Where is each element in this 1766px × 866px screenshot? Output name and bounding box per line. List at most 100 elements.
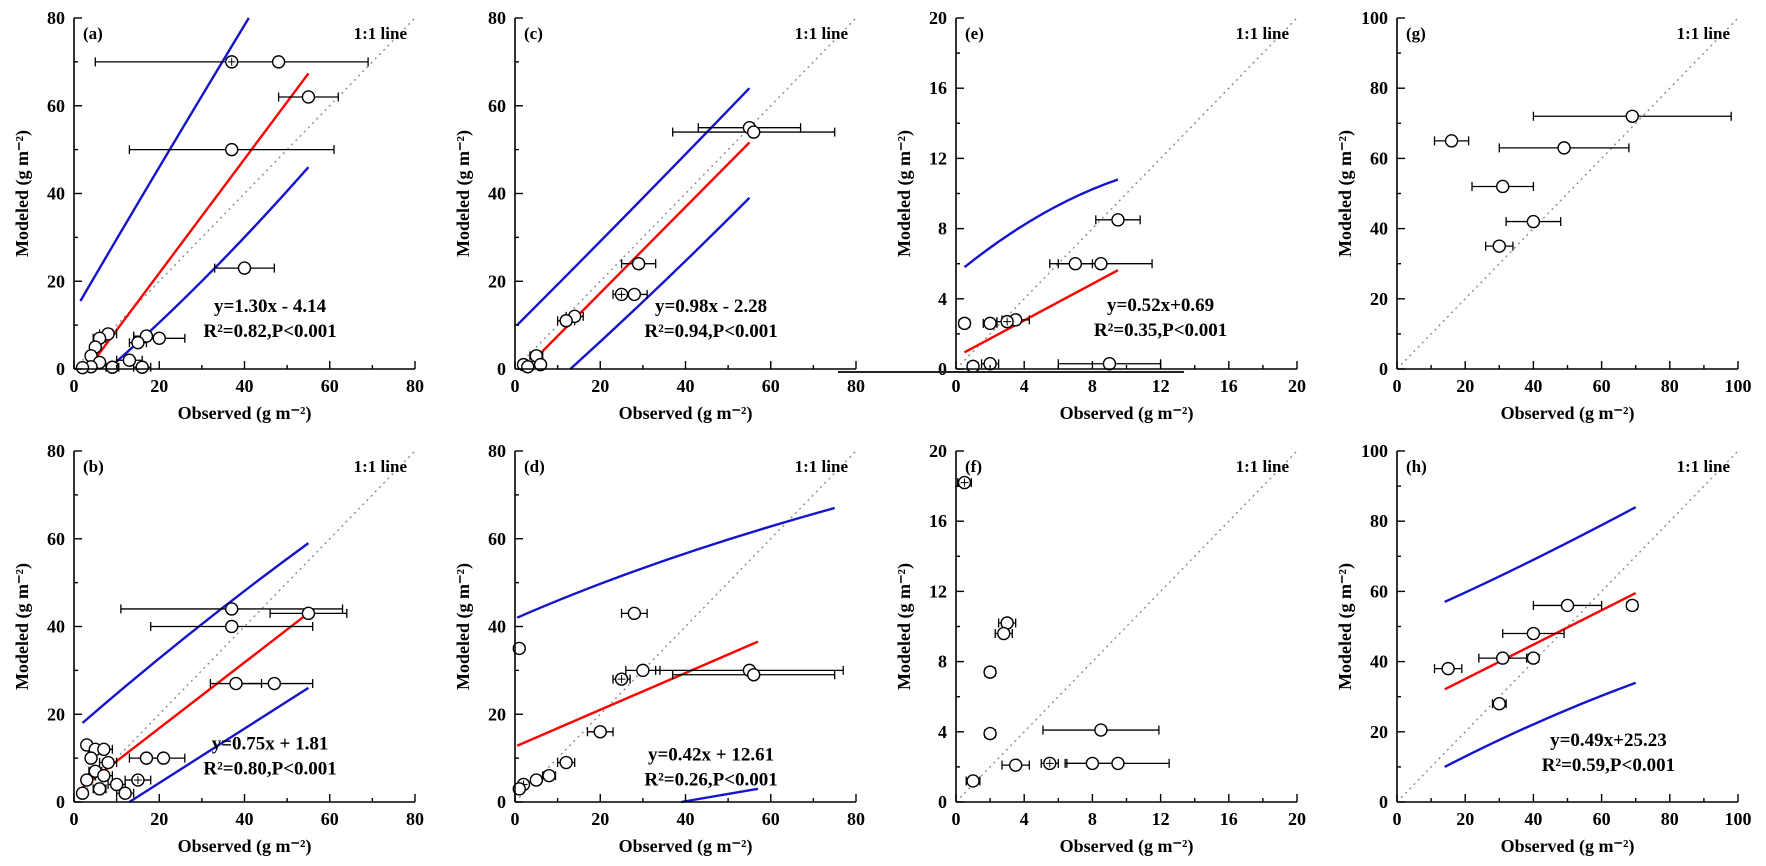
y-tick-label: 100	[1361, 441, 1388, 461]
y-axis-label: Modeled (g m⁻²)	[1335, 130, 1356, 257]
data-point	[271, 55, 286, 69]
y-axis-label: Modeled (g m⁻²)	[894, 130, 915, 257]
x-tick-label: 0	[70, 809, 79, 829]
data-point	[529, 773, 544, 787]
panel-d: 0 20 40 60 80 0 20 40 60 80 Observed (g m⁻²) Modele…	[441, 433, 882, 866]
data-point	[627, 606, 642, 621]
y-tick-label: 80	[488, 8, 506, 28]
y-tick-label: 12	[929, 581, 947, 601]
x-tick-label: 80	[1661, 809, 1679, 829]
one-to-one-label: 1:1 line	[354, 457, 408, 476]
y-tick-label: 12	[929, 148, 947, 168]
x-axis-label: Observed (g m⁻²)	[1060, 836, 1194, 857]
data-point	[512, 782, 526, 796]
x-axis-label: Observed (g m⁻²)	[178, 403, 312, 424]
regression-line	[1444, 591, 1637, 691]
y-tick-label: 0	[1379, 359, 1388, 379]
y-tick-label: 16	[929, 511, 947, 531]
data-point	[225, 619, 239, 634]
y-tick-label: 0	[56, 359, 65, 379]
data-point	[301, 606, 316, 621]
y-tick-label: 80	[488, 441, 506, 461]
data-point	[97, 742, 111, 757]
data-point	[521, 360, 535, 374]
data-point	[1625, 598, 1639, 613]
panel-plot-c: 0 20 40 60 80 0 20 40 60 80 Observed (g m⁻²) Modele…	[453, 8, 865, 424]
data-points	[957, 213, 1125, 374]
x-tick-label: 80	[847, 376, 865, 396]
x-tick-label: 0	[952, 809, 961, 829]
data-point	[627, 287, 642, 302]
data-point	[747, 125, 761, 139]
panel-letter: (a)	[83, 24, 103, 43]
data-point	[152, 331, 166, 345]
x-tick-label: 60	[321, 376, 339, 396]
x-tick-label: 0	[70, 376, 79, 396]
x-tick-label: 40	[677, 376, 695, 396]
confidence-band-lower	[107, 166, 310, 370]
confidence-band-upper	[81, 542, 310, 724]
panel-c: 0 20 40 60 80 0 20 40 60 80 Observed (g m⁻²) Modele…	[441, 0, 882, 433]
y-axis-label: Modeled (g m⁻²)	[453, 130, 474, 257]
confidence-band-upper	[1444, 506, 1637, 603]
y-tick-label: 40	[488, 184, 506, 204]
y-tick-label: 80	[47, 441, 65, 461]
x-tick-label: 60	[762, 376, 780, 396]
confidence-band-upper	[963, 178, 1119, 269]
y-axis-label: Modeled (g m⁻²)	[894, 563, 915, 690]
regression-stats: R²=0.35,P<0.001	[1094, 320, 1227, 341]
y-tick-label: 0	[56, 792, 65, 812]
data-point	[122, 353, 137, 367]
data-point	[301, 90, 316, 104]
panel-plot-a: 0 20 40 60 80 0 20 40 60 80 Observed (g m⁻²) Modele…	[12, 8, 424, 424]
one-to-one-label: 1:1 line	[1236, 24, 1290, 43]
x-axis-label: Observed (g m⁻²)	[178, 836, 312, 857]
y-tick-label: 0	[497, 792, 506, 812]
y-axis-label: Modeled (g m⁻²)	[12, 563, 33, 690]
data-point	[997, 626, 1011, 641]
data-point	[1441, 661, 1455, 676]
y-tick-label: 60	[488, 96, 506, 116]
x-axis-label: Observed (g m⁻²)	[1060, 403, 1194, 424]
tick-marks	[955, 450, 1298, 803]
x-tick-label: 40	[677, 809, 695, 829]
panel-letter: (b)	[83, 457, 104, 476]
tick-labels: 0 20 40 60 80 0 20 40 60 80	[488, 8, 865, 396]
one-to-one-label: 1:1 line	[1677, 24, 1731, 43]
x-axis-label: Observed (g m⁻²)	[1501, 836, 1635, 857]
y-tick-label: 20	[488, 271, 506, 291]
data-point	[1526, 651, 1541, 665]
panel-plot-g: 0 20 40 60 80 100 0 20 40 60 80 100 Observed (g m⁻²)…	[1335, 8, 1752, 424]
tick-marks	[1396, 450, 1739, 803]
confidence-band-lower	[1444, 681, 1637, 768]
x-tick-label: 80	[847, 809, 865, 829]
data-point	[75, 786, 90, 800]
data-point	[135, 360, 149, 374]
y-tick-label: 40	[1370, 652, 1388, 672]
data-point	[1094, 257, 1108, 271]
data-point	[225, 142, 239, 157]
x-tick-label: 4	[1020, 376, 1029, 396]
one-to-one-line	[1396, 17, 1739, 370]
y-tick-label: 20	[1370, 289, 1388, 309]
data-point	[1496, 651, 1510, 665]
regression-equation: y=0.52x+0.69	[1107, 295, 1214, 316]
confidence-band-upper	[516, 506, 836, 619]
y-tick-label: 80	[1370, 511, 1388, 531]
y-tick-label: 0	[497, 359, 506, 379]
data-point	[237, 261, 252, 275]
x-tick-label: 80	[1661, 376, 1679, 396]
tick-labels: 0 4 8 12 16 20 0 4 8 12 16 20	[929, 441, 1306, 829]
data-point	[636, 663, 650, 678]
confidence-band-upper	[516, 87, 751, 326]
data-points	[516, 120, 761, 374]
data-point	[1625, 109, 1639, 123]
x-tick-label: 20	[591, 809, 609, 829]
data-point	[1111, 213, 1125, 227]
x-tick-label: 40	[1524, 376, 1542, 396]
divider-line	[838, 371, 1184, 373]
panel-letter: (d)	[524, 457, 545, 476]
data-point	[631, 257, 646, 271]
data-point	[983, 316, 997, 331]
y-tick-label: 60	[47, 96, 65, 116]
